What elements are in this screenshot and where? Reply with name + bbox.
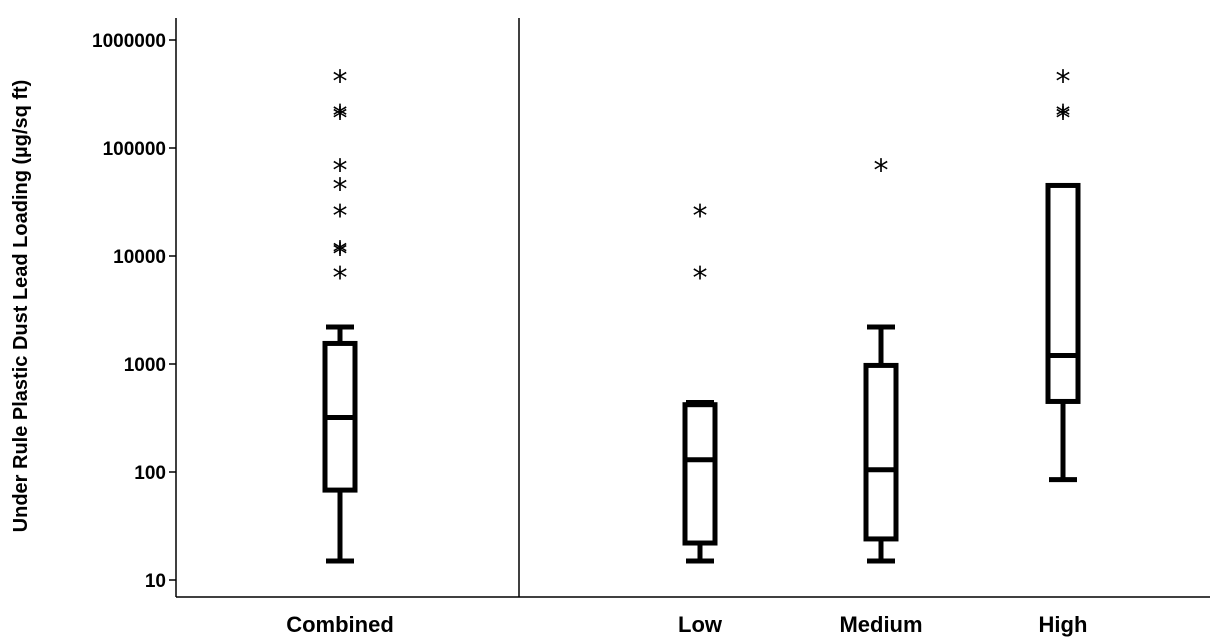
y-tick-label: 1000000 xyxy=(92,31,166,52)
outlier-point: * xyxy=(1056,65,1071,100)
outlier-point: * xyxy=(333,199,348,234)
box-high: *** xyxy=(1045,65,1081,483)
y-axis: 10 100 1000 10000 100000 1000000 xyxy=(92,18,1210,598)
y-axis-title: Under Rule Plastic Dust Lead Loading (µg… xyxy=(10,80,32,533)
outlier-point: * xyxy=(333,235,348,270)
y-tick-label: 10000 xyxy=(113,247,166,268)
outlier-point: * xyxy=(1056,99,1071,134)
box-iqr xyxy=(682,402,718,546)
outlier-point: * xyxy=(1056,101,1071,136)
box-iqr xyxy=(863,362,899,542)
box-plot-series: *************** xyxy=(322,65,1081,564)
outlier-point: * xyxy=(874,153,889,188)
outlier-point: * xyxy=(333,238,348,273)
category-labels: Combined Low Medium High xyxy=(286,612,1087,637)
category-label: High xyxy=(1039,612,1088,637)
category-label: Medium xyxy=(839,612,922,637)
category-label: Low xyxy=(678,612,723,637)
outlier-point: * xyxy=(333,101,348,136)
outlier-point: * xyxy=(333,65,348,100)
y-tick-label: 100000 xyxy=(103,139,166,160)
box-iqr xyxy=(1045,182,1081,404)
outlier-point: * xyxy=(333,153,348,188)
category-label: Combined xyxy=(286,612,394,637)
box-low: ** xyxy=(682,199,718,564)
y-tick-label: 1000 xyxy=(124,355,166,376)
outlier-point: * xyxy=(693,261,708,296)
outlier-point: * xyxy=(333,173,348,208)
outlier-point: * xyxy=(333,261,348,296)
box-combined: ********* xyxy=(322,65,358,564)
y-tick-label: 100 xyxy=(134,463,166,484)
outlier-point: * xyxy=(693,199,708,234)
box-medium: * xyxy=(863,153,899,564)
outlier-point: * xyxy=(333,99,348,134)
y-tick-label: 10 xyxy=(145,571,166,592)
